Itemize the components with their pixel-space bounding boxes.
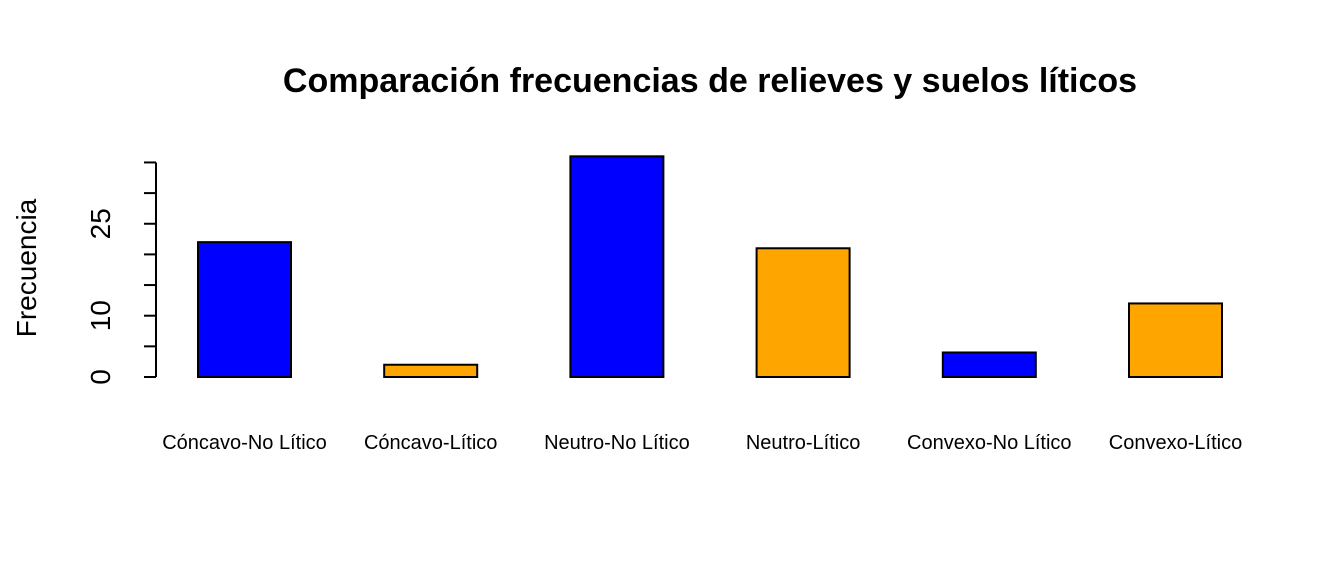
y-tick-label: 0	[85, 369, 116, 385]
bar	[1128, 302, 1223, 378]
x-tick-label: Neutro-No Lítico	[544, 432, 690, 454]
bars-group	[197, 155, 1223, 379]
bar	[941, 351, 1037, 379]
bar	[197, 241, 292, 378]
y-axis-label: Frecuencia	[11, 198, 42, 337]
x-axis-labels: Cóncavo-No Lítico Cóncavo-Lítico Neutro-No…	[162, 432, 1242, 454]
x-tick-label: Cóncavo-Lítico	[364, 432, 497, 454]
x-tick-label: Convexo-No Lítico	[907, 432, 1072, 454]
y-axis: 0 10 25	[85, 161, 157, 385]
bar	[755, 247, 851, 378]
y-tick-label: 10	[85, 300, 116, 331]
x-tick-label: Neutro-Lítico	[746, 432, 861, 454]
x-tick-label: Cóncavo-No Lítico	[162, 432, 327, 454]
bar	[569, 155, 665, 378]
y-tick-label: 25	[85, 208, 116, 239]
x-tick-label: Convexo-Lítico	[1109, 432, 1242, 454]
chart-title: Comparación frecuencias de relieves y su…	[283, 62, 1137, 100]
bar	[383, 363, 479, 378]
